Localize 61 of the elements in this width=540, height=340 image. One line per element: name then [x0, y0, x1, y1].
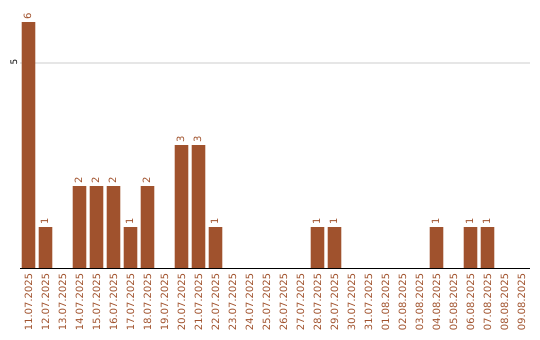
x-tick-label: 17.07.2025: [126, 273, 137, 330]
data-label: 1: [40, 218, 51, 224]
data-label: 3: [176, 136, 187, 142]
data-label: 1: [431, 218, 442, 224]
x-tick-label: 23.07.2025: [228, 273, 239, 330]
data-label: 2: [74, 176, 85, 183]
y-tick-label: 5: [10, 58, 20, 65]
x-tick-label: 12.07.2025: [40, 273, 52, 330]
data-label: 3: [193, 136, 204, 142]
bar: [480, 227, 494, 268]
bar: [174, 145, 188, 268]
x-tick-label: 06.08.2025: [466, 273, 477, 330]
x-tick-label: 09.08.2025: [516, 273, 528, 330]
data-label: 1: [329, 218, 340, 224]
bar: [310, 227, 324, 268]
x-tick-label: 05.08.2025: [448, 273, 460, 330]
x-tick-label: 29.07.2025: [330, 273, 341, 330]
x-tick-label: 03.08.2025: [414, 273, 426, 330]
x-tick-label: 16.07.2025: [108, 273, 120, 330]
x-tick-label: 25.07.2025: [262, 273, 273, 330]
bar: [90, 186, 104, 268]
x-tick-label: 19.07.2025: [160, 273, 171, 330]
data-label: 1: [312, 218, 323, 224]
x-tick-label: 28.07.2025: [312, 273, 324, 330]
data-label: 2: [91, 176, 102, 183]
x-tick-label: 04.08.2025: [432, 273, 443, 330]
x-tick-label: 15.07.2025: [92, 273, 103, 330]
x-tick-label: 18.07.2025: [142, 273, 154, 330]
x-tick-label: 14.07.2025: [74, 273, 86, 330]
bar: [22, 22, 36, 268]
x-tick-label: 26.07.2025: [278, 273, 290, 330]
x-tick-label: 20.07.2025: [176, 273, 188, 330]
data-label: 2: [108, 176, 119, 183]
x-tick-label: 22.07.2025: [210, 273, 222, 330]
x-tick-label: 13.07.2025: [58, 273, 69, 330]
data-label: 6: [23, 12, 34, 19]
x-tick-label: 30.07.2025: [346, 273, 358, 330]
bar: [464, 227, 478, 268]
bar: [328, 227, 342, 268]
bar: [106, 186, 120, 268]
bar: [208, 227, 222, 268]
x-tick-label: 01.08.2025: [380, 273, 392, 330]
x-tick-label: 02.08.2025: [398, 273, 409, 330]
x-tick-label: 11.07.2025: [24, 273, 35, 330]
bar: [430, 227, 444, 268]
bar: [124, 227, 138, 268]
bar: [192, 145, 206, 268]
bar: [38, 227, 52, 268]
x-tick-label: 08.08.2025: [500, 273, 511, 330]
data-label: 1: [465, 218, 476, 224]
bar: [72, 186, 86, 268]
data-label: 2: [142, 176, 153, 183]
data-label: 1: [482, 218, 493, 224]
x-tick-label: 21.07.2025: [194, 273, 205, 330]
x-tick-label: 07.08.2025: [482, 273, 494, 330]
data-label: 1: [125, 218, 136, 224]
x-tick-label: 27.07.2025: [296, 273, 307, 330]
x-tick-label: 24.07.2025: [244, 273, 256, 330]
data-label: 1: [210, 218, 221, 224]
x-tick-label: 31.07.2025: [364, 273, 375, 330]
bar: [140, 186, 154, 268]
